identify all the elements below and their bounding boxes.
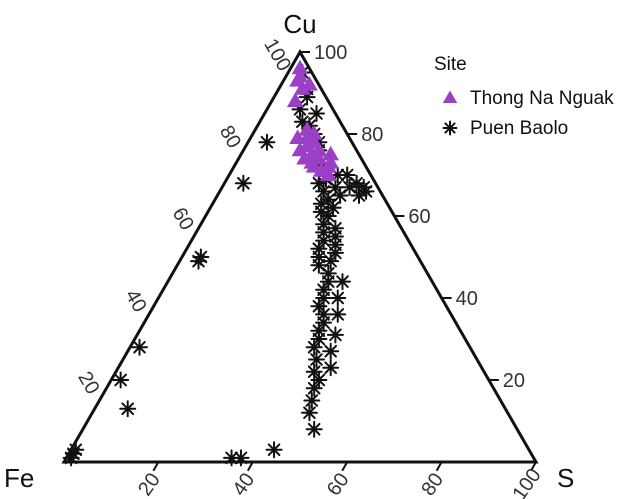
data-point-thong-na-nguak [293,80,311,95]
data-point-puen-baolo [305,379,323,397]
tick-label-bottom: 80 [417,469,448,499]
data-point-puen-baolo [341,178,359,196]
data-point-puen-baolo [300,404,318,422]
tick-mark-bottom [435,461,443,472]
tick-label-bottom: 40 [228,469,259,499]
tick-label-left: 80 [215,122,245,152]
data-point-puen-baolo [223,449,241,467]
triangle-outline [61,48,539,464]
legend-label-thong-na-nguak: Thong Na Nguak [470,88,614,109]
triangle-frame [61,48,539,464]
data-point-puen-baolo [112,371,130,389]
data-point-thong-na-nguak [322,154,340,169]
tick-mark-bottom [246,461,254,472]
tick-mark-left [105,379,113,390]
data-point-puen-baolo [265,441,283,459]
data-point-puen-baolo [338,166,356,184]
tick-mark-bottom [530,461,537,472]
tick-label-left: 60 [168,204,198,234]
data-point-thong-na-nguak [289,129,307,144]
data-point-puen-baolo [303,392,321,409]
data-point-thong-na-nguak [291,59,309,75]
data-point-puen-baolo [62,449,80,467]
data-point-puen-baolo [333,273,351,291]
tick-label-right: 60 [408,206,430,228]
tick-label-left: 40 [121,286,151,316]
data-point-puen-baolo [131,338,149,356]
vertex-label-top: Cu [283,9,316,39]
legend-marker-thong-na-nguak [442,90,458,104]
data-point-puen-baolo [190,252,208,270]
tick-mark-left [246,133,254,144]
data-point-puen-baolo [258,133,276,151]
data-point-puen-baolo [322,252,340,270]
data-point-thong-na-nguak [322,145,340,161]
data-point-puen-baolo [319,273,337,291]
tick-mark-left [199,215,207,226]
tick-label-bottom: 60 [323,469,354,499]
tick-label-right: 80 [361,124,383,146]
tick-mark-left [294,51,301,62]
data-point-puen-baolo [322,359,340,377]
vertex-label-left: Fe [4,463,34,493]
tick-mark-bottom [341,461,349,472]
data-point-thong-na-nguak [296,149,314,165]
data-point-puen-baolo [329,305,347,323]
legend: Site Thong Na Nguak Puen Baolo [434,54,614,139]
tick-label-right: 100 [314,42,347,64]
data-point-puen-baolo [119,400,137,418]
tick-label-right: 20 [503,370,525,392]
data-point-puen-baolo [232,449,250,467]
legend-items: Thong Na Nguak Puen Baolo [442,88,614,139]
data-point-puen-baolo [305,338,323,356]
vertex-label-right: S [557,463,574,493]
data-points [62,59,375,467]
data-point-thong-na-nguak [286,92,304,108]
tick-mark-left [152,297,160,308]
legend-title: Site [434,54,467,75]
tick-label-left: 20 [73,368,103,398]
legend-label-puen-baolo: Puen Baolo [470,118,568,139]
data-point-thong-na-nguak [319,166,337,181]
legend-marker-puen-baolo [442,120,458,136]
tick-label-right: 40 [456,288,478,310]
data-point-puen-baolo [322,342,340,360]
data-point-puen-baolo [305,420,323,438]
data-point-puen-baolo [308,105,326,122]
data-point-puen-baolo [310,371,328,389]
data-point-puen-baolo [326,326,344,344]
data-point-puen-baolo [308,351,326,368]
tick-label-bottom: 100 [509,465,546,499]
tick-label-bottom: 20 [134,469,165,499]
tick-mark-bottom [152,461,160,472]
data-point-thong-na-nguak [305,158,323,173]
data-point-puen-baolo [329,289,347,307]
data-point-puen-baolo [234,174,252,192]
